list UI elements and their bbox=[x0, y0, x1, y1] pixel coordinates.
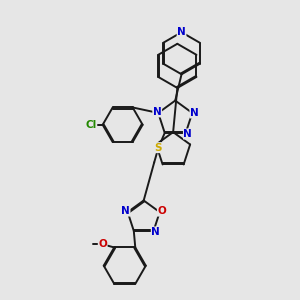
Text: S: S bbox=[155, 142, 162, 153]
Text: O: O bbox=[158, 206, 166, 216]
Text: O: O bbox=[98, 239, 107, 249]
Text: N: N bbox=[184, 129, 192, 139]
Text: N: N bbox=[121, 206, 130, 216]
Text: N: N bbox=[153, 107, 162, 117]
Text: N: N bbox=[177, 27, 186, 37]
Text: Cl: Cl bbox=[85, 120, 97, 130]
Text: N: N bbox=[151, 227, 160, 237]
Text: N: N bbox=[190, 108, 199, 118]
